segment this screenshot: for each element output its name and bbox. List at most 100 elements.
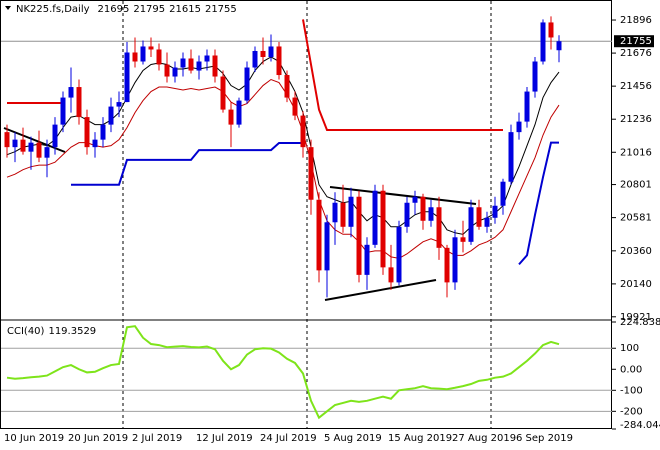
- candle-body: [492, 205, 498, 218]
- candle-body: [236, 100, 242, 125]
- y-tick-label: 21456: [620, 81, 652, 92]
- cci-line: [6, 325, 560, 420]
- candle-body: [276, 46, 282, 76]
- candle-body: [52, 124, 58, 148]
- candle-body: [76, 87, 82, 118]
- candle-body: [36, 142, 42, 158]
- y-tick-label: 100: [620, 343, 639, 354]
- candle-body: [540, 22, 546, 62]
- candle-body: [308, 147, 314, 200]
- y-tick-label: 21016: [620, 147, 652, 158]
- indicator-title: CCI(40) 119.3529: [7, 326, 96, 337]
- candle-body: [332, 202, 338, 223]
- x-tick-label: 20 Jun 2019: [68, 433, 128, 444]
- candle-body: [180, 58, 186, 68]
- candle-body: [484, 217, 490, 227]
- x-tick-label: 12 Jul 2019: [196, 433, 253, 444]
- candle-body: [84, 117, 90, 148]
- y-tick-label: 21676: [620, 48, 652, 59]
- current-price-label: 21755: [620, 36, 652, 47]
- y-tick-label: -100: [620, 385, 643, 396]
- candle-body: [476, 207, 482, 227]
- candle-body: [228, 109, 234, 125]
- current-price-box: [614, 35, 654, 48]
- candle-body: [500, 181, 506, 206]
- candle-body: [348, 196, 354, 227]
- candle-body: [60, 97, 66, 125]
- candle-body: [68, 87, 74, 98]
- x-tick-label: 6 Sep 2019: [516, 433, 573, 444]
- candle-body: [108, 106, 114, 125]
- x-tick-label: 5 Aug 2019: [324, 433, 382, 444]
- candle-body: [460, 237, 466, 242]
- candle-body: [356, 196, 362, 275]
- candle-body: [92, 139, 98, 148]
- indicator-line: [6, 78, 560, 259]
- y-tick-label: 20801: [620, 180, 652, 191]
- candle-body: [124, 52, 130, 103]
- indicator-last: 119.3529: [48, 326, 96, 337]
- candle-body: [244, 67, 250, 101]
- candle-body: [412, 196, 418, 203]
- candle-body: [12, 139, 18, 148]
- candle-body: [468, 207, 474, 242]
- chart-title: NK225.fs,Daily 21695 21795 21615 21755: [16, 4, 237, 15]
- candle-body: [508, 132, 514, 182]
- candle-body: [284, 75, 290, 98]
- candle-body: [100, 124, 106, 140]
- candle-body: [364, 244, 370, 275]
- candle-body: [516, 121, 522, 133]
- x-tick-label: 2 Jul 2019: [132, 433, 182, 444]
- candle-body: [220, 76, 226, 110]
- candle-body: [436, 207, 442, 248]
- candle-body: [524, 91, 530, 122]
- candle-body: [260, 50, 266, 57]
- candle-body: [20, 139, 26, 152]
- candle-body: [452, 237, 458, 283]
- candle-body: [428, 207, 434, 221]
- y-tick-label: 20581: [620, 213, 652, 224]
- indicator-name: CCI(40): [7, 326, 45, 337]
- y-tick-label: 21236: [620, 114, 652, 125]
- x-tick-label: 10 Jun 2019: [4, 433, 64, 444]
- y-tick-label: -284.044: [620, 420, 660, 431]
- candle-body: [292, 97, 298, 116]
- candle-body: [4, 132, 10, 148]
- last-high: 21795: [133, 4, 165, 15]
- candle-body: [156, 49, 162, 65]
- y-tick-label: 21896: [620, 15, 652, 26]
- y-tick-label: 20360: [620, 246, 652, 257]
- candle-body: [28, 142, 34, 152]
- symbol: NK225.fs,Daily: [16, 4, 90, 15]
- candle-body: [132, 52, 138, 62]
- x-tick-label: 24 Jul 2019: [260, 433, 317, 444]
- candle-body: [196, 61, 202, 71]
- y-tick-label: 0.00: [620, 364, 642, 375]
- x-tick-label: 15 Aug 2019: [388, 433, 452, 444]
- candle-body: [300, 115, 306, 148]
- candle-body: [556, 41, 562, 51]
- candle-body: [172, 67, 178, 77]
- candle-body: [204, 55, 210, 62]
- candle-body: [44, 147, 50, 158]
- candle-body: [380, 190, 386, 268]
- candle-body: [532, 61, 538, 92]
- candle-body: [396, 226, 402, 283]
- candle-body: [420, 196, 426, 221]
- last-open: 21695: [98, 4, 130, 15]
- title-icon: [5, 6, 11, 10]
- candle-body: [148, 46, 154, 50]
- candle-body: [212, 55, 218, 77]
- candle-body: [116, 102, 122, 107]
- trendline: [324, 279, 437, 301]
- candle-body: [324, 222, 330, 271]
- y-tick-label: -200: [620, 406, 643, 417]
- last-low: 21615: [169, 4, 201, 15]
- trendline: [329, 186, 477, 205]
- candle-body: [388, 267, 394, 283]
- y-tick-label: 224.8386: [620, 317, 660, 328]
- candle-body: [548, 22, 554, 38]
- y-tick-label: 19921: [620, 312, 652, 323]
- plot-frame: [0, 0, 612, 429]
